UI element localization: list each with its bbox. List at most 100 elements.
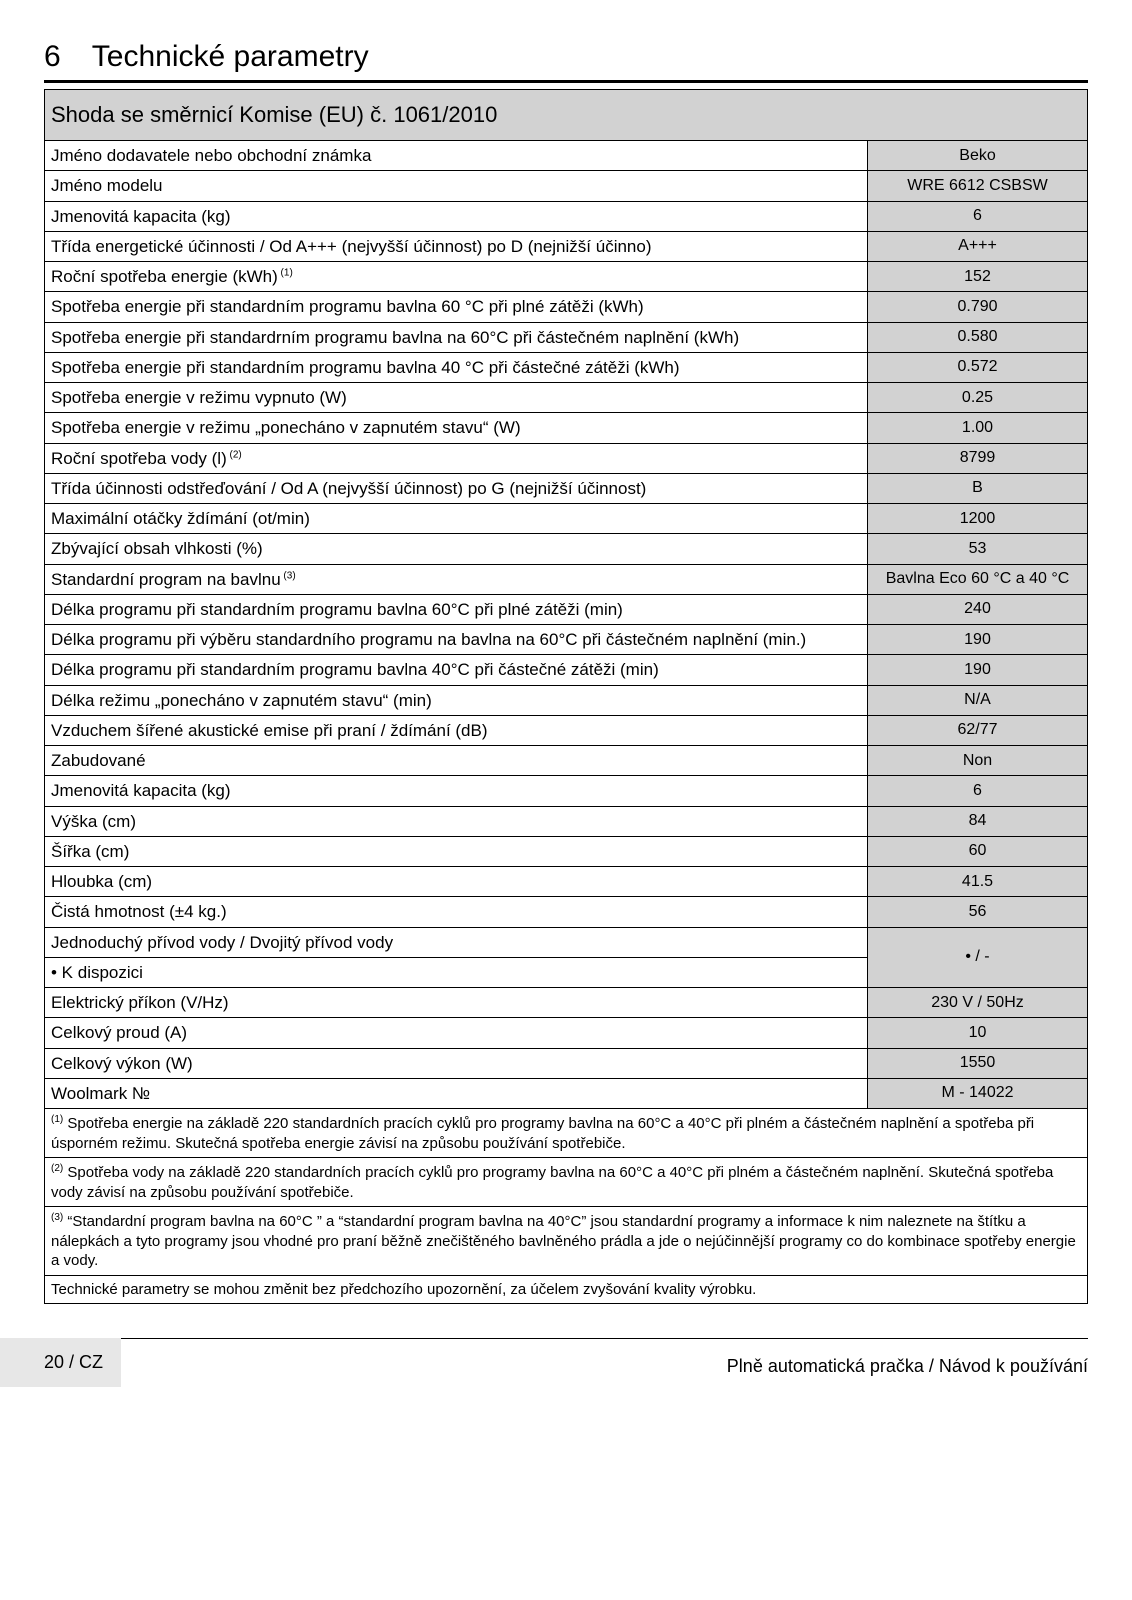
spec-value: 1200	[868, 504, 1088, 534]
table-row: (3) “Standardní program bavlna na 60°C ”…	[45, 1207, 1088, 1276]
footnote-ref: (2)	[227, 449, 242, 460]
footer-title: Plně automatická pračka / Návod k použív…	[727, 1356, 1088, 1387]
spec-value: 152	[868, 262, 1088, 292]
spec-label: Spotřeba energie při standardrním progra…	[45, 322, 868, 352]
table-row: (1) Spotřeba energie na základě 220 stan…	[45, 1109, 1088, 1158]
table-row: Jmenovitá kapacita (kg)6	[45, 776, 1088, 806]
table-row: Šířka (cm)60	[45, 836, 1088, 866]
spec-value: 230 V / 50Hz	[868, 988, 1088, 1018]
footnote-ref: (3)	[281, 570, 296, 581]
table-row: Jméno dodavatele nebo obchodní znám­kaBe…	[45, 141, 1088, 171]
table-row: (2) Spotřeba vody na základě 220 standar…	[45, 1158, 1088, 1207]
table-row: Technické parametry se mohou změnit bez …	[45, 1275, 1088, 1304]
table-row: Třída energetické účinnosti / Od A+++ (n…	[45, 231, 1088, 261]
table-row: Roční spotřeba energie (kWh) (1)152	[45, 262, 1088, 292]
table-row: Jmenovitá kapacita (kg)6	[45, 201, 1088, 231]
footnote-marker: (2)	[51, 1163, 63, 1174]
spec-label: Délka programu při standardním programu …	[45, 655, 868, 685]
spec-label: Čistá hmotnost (±4 kg.)	[45, 897, 868, 927]
spec-label: Jméno dodavatele nebo obchodní znám­ka	[45, 141, 868, 171]
spec-label: Třída účinnosti odstřeďování / Od A (nej…	[45, 473, 868, 503]
spec-value: 190	[868, 625, 1088, 655]
spec-label: Celkový výkon (W)	[45, 1048, 868, 1078]
spec-value: 0.790	[868, 292, 1088, 322]
spec-value: 0.25	[868, 383, 1088, 413]
table-row: Třída účinnosti odstřeďování / Od A (nej…	[45, 473, 1088, 503]
table-row: Spotřeba energie při standardním program…	[45, 292, 1088, 322]
spec-value: B	[868, 473, 1088, 503]
table-row: Zbývající obsah vlhkosti (%)53	[45, 534, 1088, 564]
spec-value: 190	[868, 655, 1088, 685]
spec-label: Roční spotřeba energie (kWh) (1)	[45, 262, 868, 292]
page-footer: 20 / CZ Plně automatická pračka / Návod …	[44, 1338, 1088, 1387]
spec-label: Zbývající obsah vlhkosti (%)	[45, 534, 868, 564]
spec-value: Bavlna Eco 60 °C a 40 °C	[868, 564, 1088, 594]
table-row: Spotřeba energie v režimu „ponecháno v z…	[45, 413, 1088, 443]
spec-value: 10	[868, 1018, 1088, 1048]
spec-value: M - 14022	[868, 1078, 1088, 1108]
table-row: Celkový proud (A)10	[45, 1018, 1088, 1048]
spec-value: 56	[868, 897, 1088, 927]
table-header: Shoda se směrnicí Komise (EU) č. 1061/20…	[45, 90, 1088, 141]
spec-label: Spotřeba energie při standardním program…	[45, 352, 868, 382]
table-row: Jméno modeluWRE 6612 CSBSW	[45, 171, 1088, 201]
spec-label: • K dispozici	[45, 957, 868, 987]
spec-label: Vzduchem šířené akustické emise při pran…	[45, 715, 868, 745]
spec-label: Roční spotřeba vody (l) (2)	[45, 443, 868, 473]
spec-label: Délka programu při výběru standardního p…	[45, 625, 868, 655]
spec-value: 6	[868, 776, 1088, 806]
footnote-marker: (3)	[51, 1212, 63, 1223]
table-row: Délka programu při výběru standardního p…	[45, 625, 1088, 655]
spec-label: Třída energetické účinnosti / Od A+++ (n…	[45, 231, 868, 261]
spec-value: 53	[868, 534, 1088, 564]
spec-value: 1550	[868, 1048, 1088, 1078]
page-number: 20 / CZ	[0, 1338, 121, 1387]
table-row: Čistá hmotnost (±4 kg.)56	[45, 897, 1088, 927]
spec-value: 60	[868, 836, 1088, 866]
spec-value: 62/77	[868, 715, 1088, 745]
footnote: (1) Spotřeba energie na základě 220 stan…	[45, 1109, 1088, 1158]
table-row: Délka programu při standardním programu …	[45, 655, 1088, 685]
specs-table: Shoda se směrnicí Komise (EU) č. 1061/20…	[44, 89, 1088, 1304]
table-row: Spotřeba energie v režimu vypnuto (W)0.2…	[45, 383, 1088, 413]
spec-label: Jednoduchý přívod vody / Dvojitý přívod …	[45, 927, 868, 957]
spec-label: Spotřeba energie při standardním program…	[45, 292, 868, 322]
spec-label: Jmenovitá kapacita (kg)	[45, 776, 868, 806]
table-row: Délka režimu „ponecháno v zapnutém stavu…	[45, 685, 1088, 715]
spec-value: Beko	[868, 141, 1088, 171]
spec-value: 1.00	[868, 413, 1088, 443]
spec-label: Standardní program na bavlnu (3)	[45, 564, 868, 594]
spec-label: Celkový proud (A)	[45, 1018, 868, 1048]
spec-label: Zabudované	[45, 746, 868, 776]
spec-value: Non	[868, 746, 1088, 776]
spec-value: A+++	[868, 231, 1088, 261]
spec-label: Délka režimu „ponecháno v zapnutém stavu…	[45, 685, 868, 715]
table-row: Vzduchem šířené akustické emise při pran…	[45, 715, 1088, 745]
spec-value: 0.572	[868, 352, 1088, 382]
spec-label: Jmenovitá kapacita (kg)	[45, 201, 868, 231]
spec-label: Jméno modelu	[45, 171, 868, 201]
footnote-marker: (1)	[51, 1114, 63, 1125]
table-row: Standardní program na bavlnu (3)Bavlna E…	[45, 564, 1088, 594]
table-row: Celkový výkon (W)1550	[45, 1048, 1088, 1078]
table-row: Roční spotřeba vody (l) (2)8799	[45, 443, 1088, 473]
spec-label: Hloubka (cm)	[45, 867, 868, 897]
section-number: 6	[44, 40, 84, 74]
spec-label: Maximální otáčky ždímání (ot/min)	[45, 504, 868, 534]
table-row: Elektrický příkon (V/Hz)230 V / 50Hz	[45, 988, 1088, 1018]
footnote-ref: (1)	[278, 267, 293, 278]
spec-value: WRE 6612 CSBSW	[868, 171, 1088, 201]
section-heading: 6 Technické parametry	[44, 40, 1088, 83]
table-row: Délka programu při standardním programu …	[45, 594, 1088, 624]
table-row: Spotřeba energie při standardrním progra…	[45, 322, 1088, 352]
spec-label: Délka programu při standardním programu …	[45, 594, 868, 624]
spec-value: 240	[868, 594, 1088, 624]
table-row: Spotřeba energie při standardním program…	[45, 352, 1088, 382]
spec-label: Elektrický příkon (V/Hz)	[45, 988, 868, 1018]
spec-value: • / -	[868, 927, 1088, 988]
spec-value: 41.5	[868, 867, 1088, 897]
spec-value: N/A	[868, 685, 1088, 715]
spec-label: Výška (cm)	[45, 806, 868, 836]
table-row: Woolmark №M - 14022	[45, 1078, 1088, 1108]
spec-label: Woolmark №	[45, 1078, 868, 1108]
